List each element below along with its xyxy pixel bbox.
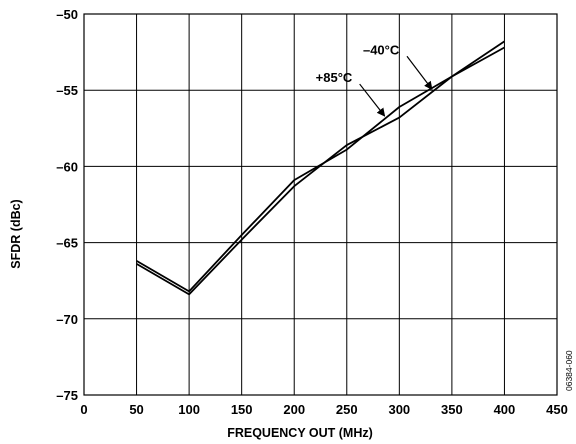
series-group: [136, 40, 505, 296]
x-tick-label: 150: [231, 402, 253, 417]
y-axis-title: SFDR (dBc): [9, 199, 23, 268]
x-tick-label: 400: [494, 402, 516, 417]
annotation-label: –40°C: [363, 42, 400, 57]
x-tick-label: 100: [178, 402, 200, 417]
series-line-1: [136, 40, 505, 296]
x-tick-label: 0: [80, 402, 87, 417]
y-tick-label: –65: [56, 236, 78, 251]
x-tick-label: 450: [546, 402, 568, 417]
plot-frame: [83, 13, 558, 396]
figure-id: 06384-060: [564, 350, 574, 391]
annotation-label: +85°C: [316, 70, 353, 85]
grid-lines: [84, 14, 557, 395]
y-tick-label: –75: [56, 388, 78, 403]
y-tick-label: –60: [56, 159, 78, 174]
x-tick-label: 50: [129, 402, 143, 417]
annotation-arrow: [406, 55, 433, 90]
x-tick-label: 300: [388, 402, 410, 417]
annotation-arrow: [359, 83, 386, 117]
x-axis-title: FREQUENCY OUT (MHz): [227, 426, 373, 440]
x-tick-label: 350: [441, 402, 463, 417]
x-tick-label: 250: [336, 402, 358, 417]
y-tick-label: –70: [56, 312, 78, 327]
y-tick-label: –50: [56, 7, 78, 22]
x-tick-label: 200: [283, 402, 305, 417]
tick-labels: 0 50 100 150 200 250 300 350 400 450 –50 –55 –60 –65 –…: [56, 7, 568, 417]
y-tick-label: –55: [56, 83, 78, 98]
annotations: –40°C +85°C: [316, 42, 433, 117]
